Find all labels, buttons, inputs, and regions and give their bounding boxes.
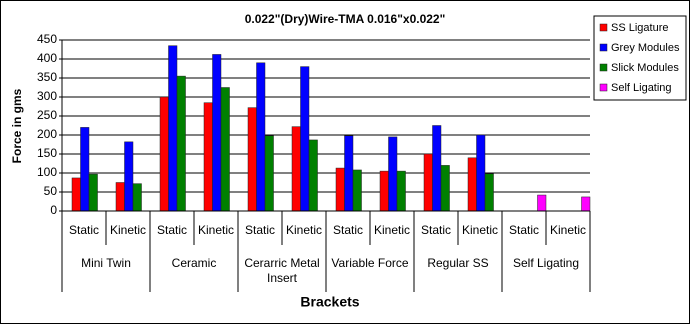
- bar: [300, 66, 310, 212]
- bar: [344, 135, 354, 212]
- bar: [423, 153, 433, 212]
- bar: [388, 136, 398, 212]
- group-label: Mini Twin: [81, 256, 131, 270]
- y-tick-label: 400: [37, 51, 57, 65]
- x-tick-label: Static: [245, 223, 275, 237]
- legend-label: SS Ligature: [611, 22, 668, 34]
- bar: [537, 194, 547, 212]
- legend-label: Grey Modules: [611, 42, 680, 54]
- bar: [467, 157, 477, 212]
- group-label: Self Ligating: [512, 256, 580, 270]
- bar: [352, 169, 362, 212]
- y-tick-label: 50: [44, 184, 58, 198]
- x-tick-label: Kinetic: [110, 223, 146, 237]
- legend-swatch: [599, 23, 608, 32]
- x-tick-label: Kinetic: [550, 223, 586, 237]
- bar: [476, 134, 486, 212]
- x-tick-label: Static: [157, 223, 187, 237]
- bar: [581, 196, 591, 212]
- y-tick-label: 250: [37, 108, 57, 122]
- bar: [432, 125, 442, 212]
- bar: [203, 102, 213, 212]
- bar: [335, 167, 345, 212]
- x-tick-label: Kinetic: [462, 223, 498, 237]
- bar: [247, 107, 257, 212]
- bar: [220, 87, 230, 212]
- y-tick-label: 350: [37, 70, 57, 84]
- y-tick-label: 200: [37, 127, 57, 141]
- legend-swatch: [599, 63, 608, 72]
- x-tick-label: Static: [509, 223, 539, 237]
- bar: [71, 177, 81, 212]
- x-tick-label: Kinetic: [286, 223, 322, 237]
- bar: [132, 183, 142, 212]
- bar: [176, 75, 186, 212]
- bar: [88, 173, 98, 212]
- bar: [80, 127, 90, 212]
- legend-label: Self Ligating: [611, 82, 672, 94]
- bar: [159, 96, 169, 212]
- y-tick-label: 450: [37, 32, 57, 46]
- bar: [212, 54, 222, 212]
- y-axis-label: Force in gms: [10, 88, 24, 163]
- bar: [291, 126, 301, 212]
- y-tick-label: 100: [37, 165, 57, 179]
- legend-box: [593, 15, 687, 101]
- group-label: Variable Force: [331, 256, 409, 270]
- bar: [484, 173, 494, 212]
- legend-swatch: [599, 83, 608, 92]
- group-label: Cerarric Metal Insert: [244, 256, 320, 285]
- x-tick-label: Kinetic: [374, 223, 410, 237]
- x-tick-label: Kinetic: [198, 223, 234, 237]
- chart-title: 0.022"(Dry)Wire-TMA 0.016"x0.022": [245, 12, 446, 26]
- bar: [379, 170, 389, 212]
- bar: [396, 170, 406, 212]
- legend-label: Slick Modules: [611, 62, 679, 74]
- bar: [124, 141, 134, 212]
- bar: [308, 139, 318, 212]
- bar: [256, 62, 266, 212]
- bar: [115, 182, 125, 212]
- group-label: Regular SS: [427, 256, 489, 270]
- legend-swatch: [599, 43, 608, 52]
- group-label: Ceramic: [171, 256, 217, 270]
- bar: [264, 135, 274, 212]
- bar: [168, 45, 178, 212]
- x-tick-label: Static: [69, 223, 99, 237]
- y-tick-label: 300: [37, 89, 57, 103]
- y-tick-label: 150: [37, 146, 57, 160]
- x-tick-label: Static: [421, 223, 451, 237]
- x-tick-label: Static: [333, 223, 363, 237]
- x-axis-label: Brackets: [300, 294, 359, 310]
- y-tick-label: 0: [50, 203, 57, 217]
- bar: [440, 165, 450, 212]
